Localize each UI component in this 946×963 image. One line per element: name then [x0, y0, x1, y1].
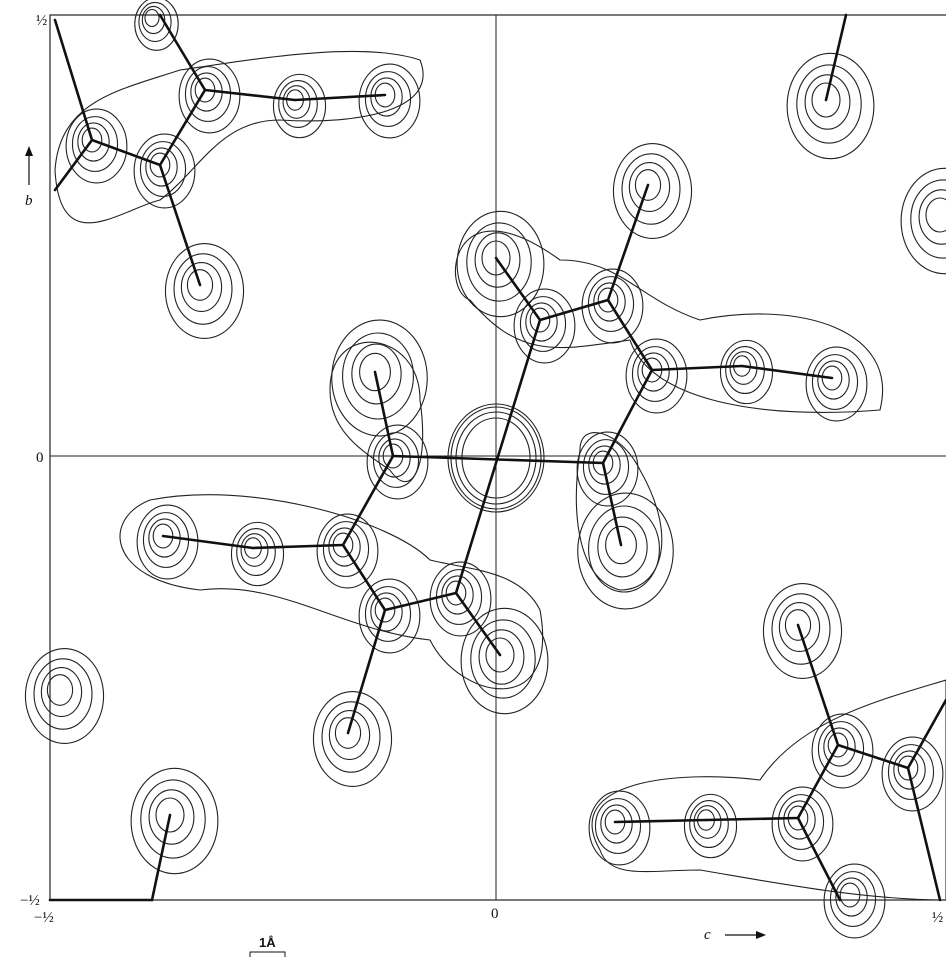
contour-line	[322, 702, 380, 772]
bond	[615, 820, 706, 822]
contour-envelope	[592, 680, 946, 900]
bond	[92, 140, 160, 165]
contour-line	[690, 801, 729, 848]
contour-line	[365, 72, 410, 127]
contour-line	[47, 675, 72, 706]
contour-line	[139, 2, 171, 41]
bond	[798, 625, 838, 745]
bond	[348, 610, 385, 733]
contour-line	[72, 117, 117, 172]
contour-envelope	[55, 51, 423, 222]
contour-line	[797, 65, 861, 143]
contour-line	[140, 142, 185, 197]
c-right-label: ½	[932, 910, 943, 926]
contour-line	[926, 198, 946, 232]
bond	[163, 536, 253, 548]
bond	[160, 90, 205, 165]
contour-line	[583, 440, 628, 495]
b-bottom-label: −½	[20, 893, 40, 909]
bond	[908, 768, 940, 900]
c-arrow-head	[756, 931, 766, 939]
bond	[608, 300, 652, 370]
scale-bar	[250, 952, 285, 957]
contour-line	[911, 180, 946, 258]
contour-line	[772, 594, 830, 664]
scale-bar-label: 1Å	[259, 935, 276, 950]
contour-line	[145, 10, 159, 27]
contour-line	[143, 513, 188, 568]
bond	[652, 366, 742, 370]
contour-line	[365, 587, 410, 642]
contour-line	[34, 659, 92, 729]
contour-line	[595, 799, 640, 854]
bond	[496, 258, 540, 320]
contour-line	[589, 506, 660, 592]
c-zero-label: 0	[491, 906, 499, 922]
b-axis-label: b	[25, 193, 33, 209]
bond	[55, 140, 92, 190]
contour-line	[174, 254, 232, 324]
b-top-label: ½	[36, 13, 47, 29]
bond	[343, 545, 385, 610]
c-left-label: −½	[34, 910, 54, 926]
bonds	[50, 15, 946, 900]
contour-line	[830, 872, 875, 927]
b-arrow-head	[25, 146, 33, 156]
density-map: ½ 0 −½ b −½ 0 ½ c 1Å	[0, 0, 946, 963]
contour-line	[812, 355, 857, 410]
contour-line	[471, 620, 535, 698]
bond	[603, 370, 652, 463]
contour-line	[141, 780, 205, 858]
contour-line	[622, 154, 680, 224]
contour-line	[726, 347, 765, 394]
contour-line	[237, 529, 276, 576]
b-zero-label: 0	[36, 450, 44, 466]
contour-line	[840, 883, 860, 907]
c-axis-label: c	[704, 927, 711, 943]
contour-line	[888, 745, 933, 800]
bond	[253, 545, 343, 548]
bond	[798, 745, 838, 818]
